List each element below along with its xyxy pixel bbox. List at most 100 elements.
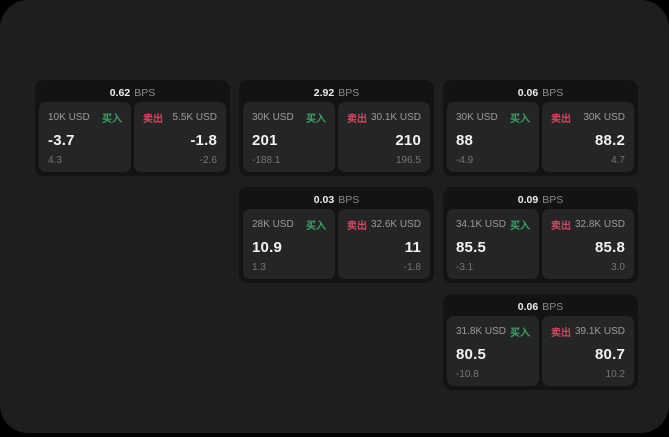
- sell-tile[interactable]: 卖出 39.1K USD 80.7 10.2: [542, 316, 634, 386]
- buy-tile-header: 30K USD 买入: [252, 110, 326, 125]
- quote-tiles: 34.1K USD 买入 85.5 -3.1 卖出 32.8K USD 85.8…: [447, 209, 634, 279]
- buy-price: 88: [456, 131, 474, 149]
- spread-unit: BPS: [338, 87, 360, 99]
- sell-tile-header: 卖出 5.5K USD: [143, 110, 217, 125]
- buy-tile-header: 31.8K USD 买入: [456, 324, 530, 339]
- spread-value: 0.62: [109, 87, 131, 99]
- sell-tile[interactable]: 卖出 32.6K USD 11 -1.8: [338, 209, 430, 279]
- sell-side-tag: 卖出: [551, 328, 571, 339]
- sell-price: 11: [404, 238, 421, 256]
- buy-tile-header: 30K USD 买入: [456, 110, 530, 125]
- buy-price: 80.5: [456, 345, 486, 363]
- sell-price: 85.8: [595, 238, 625, 256]
- buy-tile[interactable]: 30K USD 买入 88 -4.9: [447, 102, 539, 172]
- quote-tiles: 28K USD 买入 10.9 1.3 卖出 32.6K USD 11 -1.8: [243, 209, 430, 279]
- sell-tile[interactable]: 卖出 30.1K USD 210 196.5: [338, 102, 430, 172]
- sell-size-label: 39.1K USD: [574, 326, 625, 337]
- buy-tile[interactable]: 30K USD 买入 201 -188.1: [243, 102, 335, 172]
- sell-size-label: 5.5K USD: [172, 112, 217, 123]
- spread-unit: BPS: [542, 194, 564, 206]
- sell-price: 88.2: [595, 131, 625, 149]
- buy-tile-header: 10K USD 买入: [48, 110, 122, 125]
- quote-card: 0.09 BPS 34.1K USD 买入 85.5 -3.1 卖出 32.8K…: [443, 187, 638, 283]
- quote-card: 0.06 BPS 30K USD 买入 88 -4.9 卖出 30K USD 8…: [443, 80, 638, 176]
- spread-header: 0.09 BPS: [447, 191, 634, 209]
- buy-change: -10.8: [456, 369, 479, 380]
- buy-side-tag: 买入: [510, 328, 530, 339]
- quote-card: 2.92 BPS 30K USD 买入 201 -188.1 卖出 30.1K …: [239, 80, 434, 176]
- quote-card: 0.06 BPS 31.8K USD 买入 80.5 -10.8 卖出 39.1…: [443, 294, 638, 390]
- quote-tiles: 30K USD 买入 201 -188.1 卖出 30.1K USD 210 1…: [243, 102, 430, 172]
- spread-header: 0.62 BPS: [39, 84, 226, 102]
- buy-change: 1.3: [252, 262, 266, 273]
- sell-side-tag: 卖出: [551, 221, 571, 232]
- sell-change: 3.0: [611, 262, 625, 273]
- spread-header: 0.06 BPS: [447, 298, 634, 316]
- spread-header: 0.06 BPS: [447, 84, 634, 102]
- buy-tile[interactable]: 34.1K USD 买入 85.5 -3.1: [447, 209, 539, 279]
- sell-change: 196.5: [395, 155, 421, 166]
- buy-tile-header: 34.1K USD 买入: [456, 217, 530, 232]
- quote-card: 0.62 BPS 10K USD 买入 -3.7 4.3 卖出 5.5K USD…: [35, 80, 230, 176]
- sell-tile-header: 卖出 30K USD: [551, 110, 625, 125]
- spread-value: 0.06: [517, 87, 539, 99]
- sell-price: 80.7: [595, 345, 625, 363]
- sell-tile-header: 卖出 30.1K USD: [347, 110, 421, 125]
- spread-unit: BPS: [542, 87, 564, 99]
- sell-size-label: 32.8K USD: [574, 219, 625, 230]
- sell-tile[interactable]: 卖出 32.8K USD 85.8 3.0: [542, 209, 634, 279]
- quote-tiles: 31.8K USD 买入 80.5 -10.8 卖出 39.1K USD 80.…: [447, 316, 634, 386]
- buy-size-label: 30K USD: [456, 112, 498, 123]
- spread-unit: BPS: [134, 87, 156, 99]
- sell-tile-header: 卖出 32.6K USD: [347, 217, 421, 232]
- spread-header: 0.03 BPS: [243, 191, 430, 209]
- buy-size-label: 28K USD: [252, 219, 294, 230]
- sell-change: 4.7: [611, 155, 625, 166]
- sell-size-label: 30K USD: [583, 112, 625, 123]
- quote-card: 0.03 BPS 28K USD 买入 10.9 1.3 卖出 32.6K US…: [239, 187, 434, 283]
- spread-unit: BPS: [338, 194, 360, 206]
- sell-price: -1.8: [190, 131, 217, 149]
- sell-tile[interactable]: 卖出 30K USD 88.2 4.7: [542, 102, 634, 172]
- buy-tile[interactable]: 31.8K USD 买入 80.5 -10.8: [447, 316, 539, 386]
- buy-change: -4.9: [456, 155, 474, 166]
- buy-change: 4.3: [48, 155, 62, 166]
- buy-size-label: 31.8K USD: [456, 326, 507, 337]
- spread-header: 2.92 BPS: [243, 84, 430, 102]
- sell-side-tag: 卖出: [347, 114, 367, 125]
- buy-size-label: 30K USD: [252, 112, 294, 123]
- buy-size-label: 10K USD: [48, 112, 90, 123]
- sell-size-label: 30.1K USD: [370, 112, 421, 123]
- buy-side-tag: 买入: [510, 221, 530, 232]
- quote-tiles: 30K USD 买入 88 -4.9 卖出 30K USD 88.2 4.7: [447, 102, 634, 172]
- buy-side-tag: 买入: [306, 221, 326, 232]
- spread-value: 0.03: [313, 194, 335, 206]
- buy-price: -3.7: [48, 131, 75, 149]
- sell-side-tag: 卖出: [143, 114, 163, 125]
- quote-cards-grid: 0.62 BPS 10K USD 买入 -3.7 4.3 卖出 5.5K USD…: [35, 80, 638, 390]
- buy-side-tag: 买入: [306, 114, 326, 125]
- sell-change: -1.8: [403, 262, 421, 273]
- spread-value: 0.06: [517, 301, 539, 313]
- spread-unit: BPS: [542, 301, 564, 313]
- buy-price: 201: [252, 131, 278, 149]
- buy-change: -3.1: [456, 262, 474, 273]
- sell-tile-header: 卖出 39.1K USD: [551, 324, 625, 339]
- buy-size-label: 34.1K USD: [456, 219, 507, 230]
- sell-size-label: 32.6K USD: [370, 219, 421, 230]
- buy-price: 85.5: [456, 238, 486, 256]
- spread-value: 0.09: [517, 194, 539, 206]
- sell-price: 210: [395, 131, 421, 149]
- sell-change: 10.2: [605, 369, 625, 380]
- buy-change: -188.1: [252, 155, 281, 166]
- sell-tile[interactable]: 卖出 5.5K USD -1.8 -2.6: [134, 102, 226, 172]
- sell-side-tag: 卖出: [347, 221, 367, 232]
- buy-side-tag: 买入: [510, 114, 530, 125]
- buy-tile[interactable]: 10K USD 买入 -3.7 4.3: [39, 102, 131, 172]
- buy-tile[interactable]: 28K USD 买入 10.9 1.3: [243, 209, 335, 279]
- sell-change: -2.6: [199, 155, 217, 166]
- sell-tile-header: 卖出 32.8K USD: [551, 217, 625, 232]
- sell-side-tag: 卖出: [551, 114, 571, 125]
- buy-side-tag: 买入: [102, 114, 122, 125]
